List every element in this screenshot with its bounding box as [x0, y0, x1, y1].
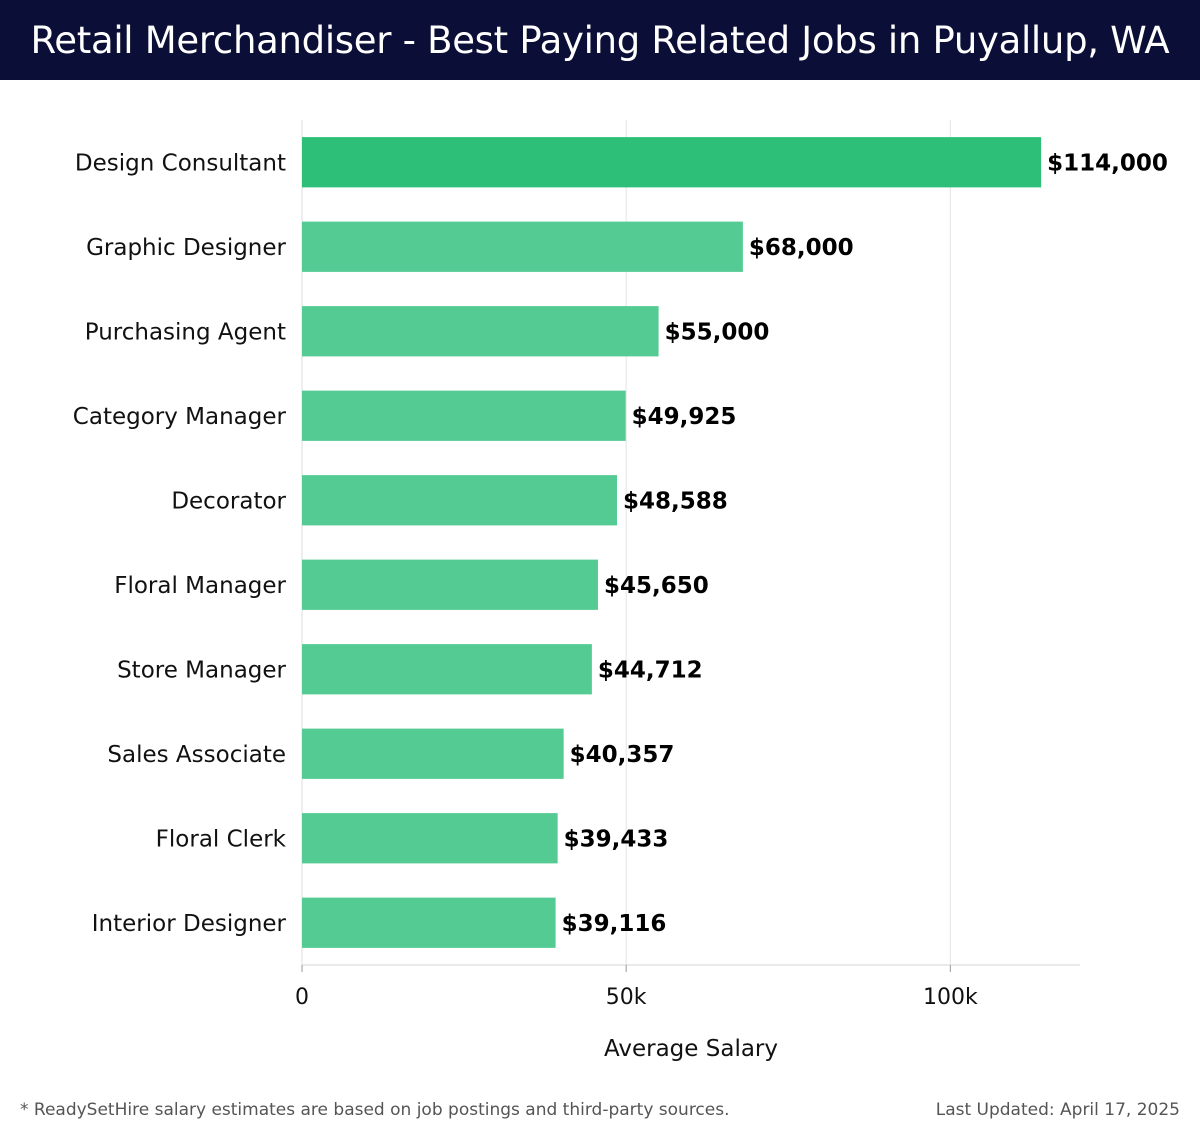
bar [302, 390, 626, 441]
bar [302, 559, 598, 610]
bar [302, 306, 659, 357]
category-label: Design Consultant [75, 150, 286, 176]
x-tick-label: 0 [295, 985, 309, 1010]
last-updated: Last Updated: April 17, 2025 [935, 1100, 1180, 1120]
x-tick-label: 100k [923, 985, 978, 1010]
category-label: Interior Designer [92, 911, 287, 937]
category-label: Purchasing Agent [85, 319, 286, 345]
category-label: Decorator [171, 488, 286, 514]
page-title: Retail Merchandiser - Best Paying Relate… [30, 18, 1170, 62]
value-label: $114,000 [1047, 150, 1168, 176]
bar [302, 137, 1042, 188]
bar [302, 813, 558, 864]
value-label: $48,588 [623, 488, 728, 514]
x-axis-title: Average Salary [604, 1036, 778, 1062]
source-footnote: * ReadySetHire salary estimates are base… [20, 1100, 730, 1120]
bar [302, 897, 556, 948]
category-label: Floral Clerk [156, 826, 287, 852]
category-label: Graphic Designer [86, 235, 286, 261]
category-label: Sales Associate [107, 742, 286, 768]
value-label: $39,433 [564, 826, 669, 852]
salary-bar-chart: Design Consultant $114,000 Graphic Designe… [73, 120, 1168, 1062]
value-label: $45,650 [604, 573, 709, 599]
value-label: $68,000 [749, 235, 854, 261]
category-label: Category Manager [73, 404, 287, 430]
value-label: $44,712 [598, 657, 703, 683]
bar [302, 728, 564, 779]
category-label: Store Manager [117, 657, 286, 683]
x-tick-label: 50k [606, 985, 647, 1010]
value-label: $55,000 [665, 319, 770, 345]
header-bar: Retail Merchandiser - Best Paying Relate… [0, 0, 1200, 80]
category-label: Floral Manager [114, 573, 286, 599]
bar [302, 475, 618, 526]
value-label: $40,357 [570, 742, 675, 768]
value-label: $49,925 [632, 404, 737, 430]
bar [302, 221, 743, 272]
bar [302, 644, 592, 695]
value-label: $39,116 [562, 911, 667, 937]
